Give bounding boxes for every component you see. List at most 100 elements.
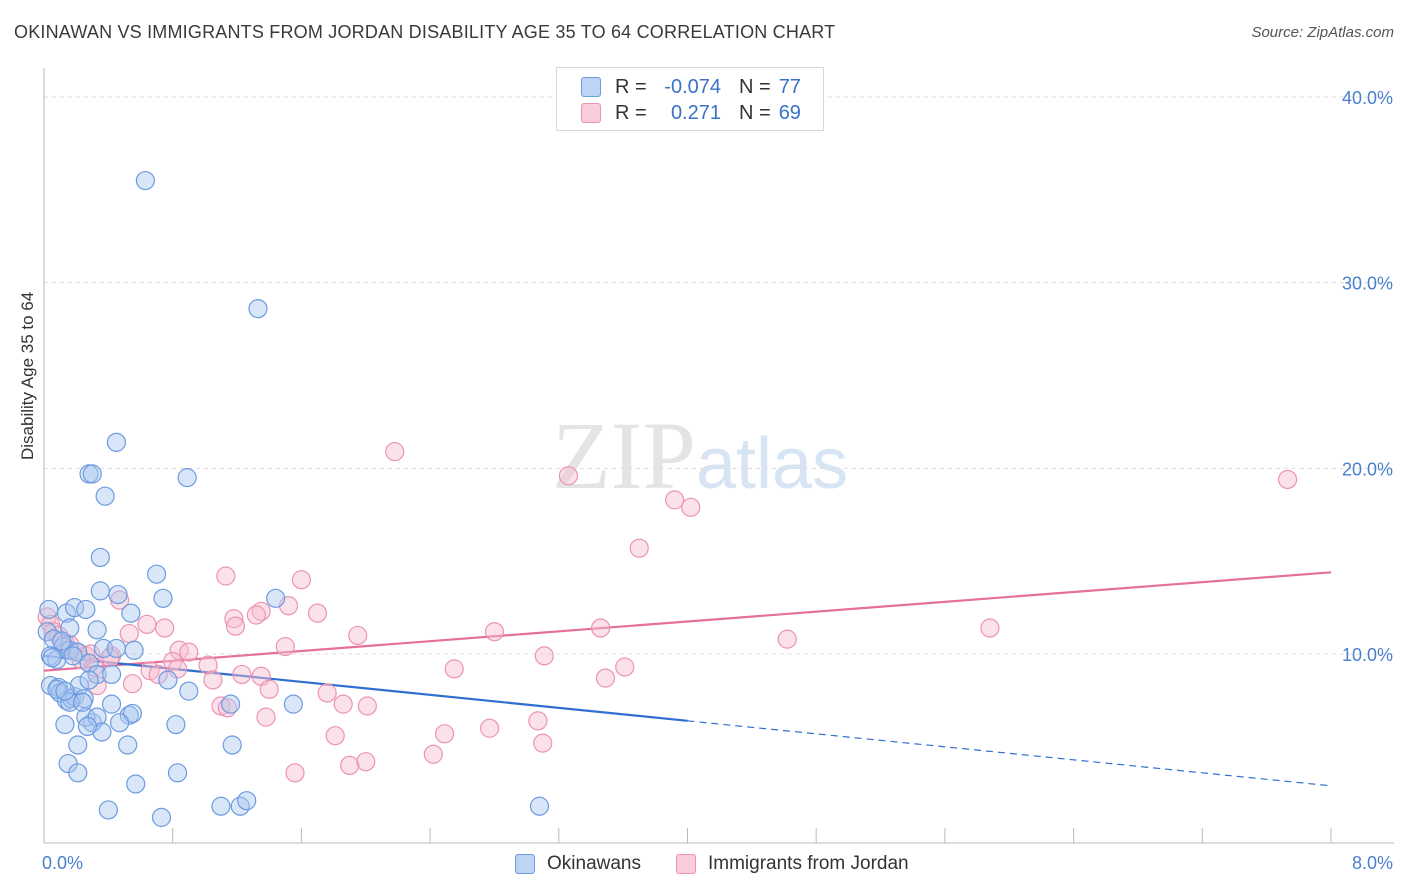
trend-line-jordan: [43, 571, 1332, 672]
point-okinawan: [90, 581, 110, 601]
trend-line-okinawans: [43, 654, 688, 722]
point-jordan: [232, 664, 252, 685]
point-okinawan: [101, 664, 122, 685]
x-tick-label: 0.0%: [42, 853, 83, 873]
point-jordan: [1277, 469, 1298, 490]
bottom-legend-swatch-blue: [515, 854, 535, 874]
point-okinawan: [55, 681, 75, 701]
axes: [43, 68, 1394, 844]
point-okinawan: [283, 694, 303, 714]
legend-row-okinawans: R = -0.074 N = 77: [581, 75, 801, 99]
legend-n-label: N =: [739, 75, 771, 98]
point-okinawan: [47, 679, 67, 699]
point-okinawan: [158, 670, 178, 690]
x-tick-label: 8.0%: [1352, 853, 1393, 873]
point-okinawan: [106, 638, 126, 659]
trend-line-okinawans-extension: [687, 720, 1332, 787]
legend-n-label: N =: [739, 101, 771, 124]
point-okinawan: [68, 763, 88, 783]
point-jordan: [615, 657, 635, 677]
point-jordan: [317, 683, 337, 703]
point-jordan: [198, 655, 218, 675]
point-jordan: [534, 646, 554, 666]
point-okinawan: [101, 694, 122, 714]
point-okinawan: [108, 584, 128, 605]
point-okinawan: [122, 703, 143, 724]
point-jordan: [256, 707, 276, 727]
point-okinawan: [135, 170, 155, 191]
point-jordan: [480, 718, 500, 738]
point-jordan: [224, 609, 244, 629]
point-jordan: [285, 763, 305, 783]
point-jordan: [681, 497, 701, 517]
point-okinawan: [266, 588, 286, 608]
point-jordan: [100, 648, 120, 668]
point-okinawan: [98, 800, 118, 820]
point-jordan: [533, 733, 553, 753]
point-jordan: [167, 659, 188, 679]
legend-r-value: -0.074: [664, 75, 721, 98]
point-jordan: [119, 623, 139, 644]
legend-swatch-blue: [581, 77, 601, 97]
point-jordan: [980, 618, 1000, 638]
point-okinawan: [42, 648, 62, 668]
data-points: [37, 170, 1298, 827]
point-jordan: [217, 698, 237, 718]
point-okinawan: [73, 692, 93, 712]
point-okinawan: [179, 681, 199, 701]
point-okinawan: [124, 640, 144, 660]
source-label: Source: ZipAtlas.com: [1251, 24, 1394, 41]
point-jordan: [348, 625, 368, 646]
point-okinawan: [110, 713, 130, 733]
point-jordan: [325, 726, 345, 746]
point-jordan: [246, 605, 266, 625]
point-okinawan: [39, 599, 59, 620]
point-okinawan: [211, 796, 231, 816]
point-jordan: [169, 640, 189, 660]
bottom-legend-jordan: Immigrants from Jordan: [676, 852, 909, 876]
point-jordan: [629, 538, 649, 558]
point-jordan: [665, 490, 685, 510]
point-jordan: [777, 629, 797, 649]
point-jordan: [595, 668, 616, 688]
point-okinawan: [177, 468, 197, 488]
y-tick-label: 40.0%: [1342, 88, 1393, 108]
point-jordan: [434, 724, 455, 744]
point-jordan: [444, 659, 464, 679]
bottom-legend-label: Immigrants from Jordan: [708, 853, 909, 874]
point-jordan: [137, 614, 157, 634]
legend-r-label: R =: [615, 101, 647, 124]
trend-lines: [43, 571, 1332, 787]
point-okinawan: [118, 735, 138, 755]
point-okinawan: [79, 653, 99, 673]
point-jordan: [528, 711, 548, 731]
legend-n-value: 77: [778, 75, 801, 98]
point-jordan: [291, 570, 311, 590]
point-okinawan: [126, 774, 146, 794]
y-tick-label: 20.0%: [1342, 459, 1393, 479]
point-jordan: [340, 755, 360, 776]
point-okinawan: [167, 763, 188, 783]
point-jordan: [211, 696, 231, 716]
point-jordan: [203, 670, 223, 690]
point-okinawan: [147, 564, 167, 584]
legend-n-value: 69: [778, 101, 801, 124]
y-tick-label: 10.0%: [1342, 645, 1393, 665]
watermark-atlas: atlas: [696, 424, 849, 504]
legend-r-value: 0.271: [670, 101, 721, 124]
bottom-legend-swatch-pink: [676, 854, 696, 874]
point-okinawan: [76, 599, 96, 620]
point-jordan: [216, 566, 236, 586]
grid-lines: [44, 96, 1394, 655]
point-okinawan: [44, 629, 64, 649]
point-okinawan: [121, 603, 141, 623]
point-jordan: [591, 618, 611, 638]
point-okinawan: [222, 735, 242, 755]
tick-labels: 10.0% 20.0% 30.0% 40.0% 0.0% 8.0%: [42, 88, 1393, 873]
point-jordan: [423, 744, 443, 764]
point-jordan: [307, 603, 328, 623]
point-okinawan: [166, 714, 186, 735]
point-okinawan: [87, 620, 107, 640]
point-okinawan: [237, 791, 257, 811]
